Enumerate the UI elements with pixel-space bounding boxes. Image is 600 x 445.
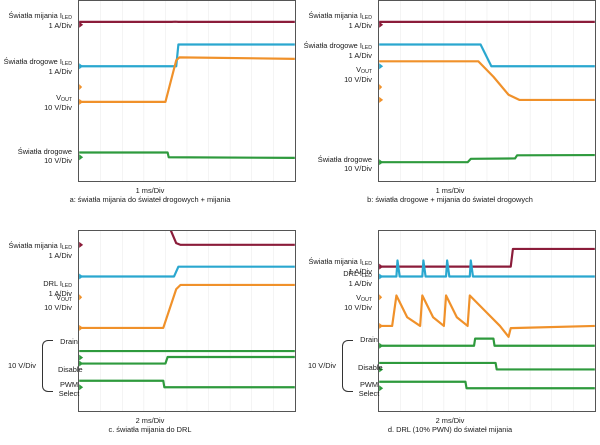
channel-subscript: OUT [361,69,372,75]
channel-marker [79,274,83,280]
scope-screen [78,230,296,412]
group-scale-label: 10 V/Div [8,361,36,370]
channel-marker [79,63,83,69]
group-scale-label: 10 V/Div [308,361,336,370]
channel-marker [79,355,83,361]
channel-scale: 10 V/Div [44,304,72,313]
channel-subscript: LED [62,15,72,21]
timebase-label: 1 ms/Div [0,186,300,195]
channel-subscript: LED [62,245,72,251]
channel-marker [379,274,383,280]
timebase-label: 2 ms/Div [300,416,600,425]
waveform-plot [379,231,595,411]
channel-name: Światła mijania ILED [309,12,373,22]
channel-scale: 1 A/Div [4,68,72,77]
channel-subscript: OUT [61,97,72,103]
channel-subscript: OUT [61,297,72,303]
channel-subscript: LED [362,45,372,51]
channel-name: Światła mijania ILED [9,242,73,252]
scope-screen [378,230,596,412]
channel-label: Disable [358,364,380,372]
channel-marker [79,99,83,105]
trigger-marker [379,294,382,300]
channel-scale: 10 V/Div [44,104,72,113]
channel-marker [79,242,83,248]
channel-scale: 1 A/Div [304,52,372,61]
trigger-marker [379,84,382,90]
channel-marker [79,154,83,160]
channel-marker [379,264,383,270]
channel-scale: 10 V/Div [344,304,372,313]
caption-text: c. światła mijania do DRL [0,425,300,434]
waveform-plot [79,231,295,411]
timebase-label: 1 ms/Div [300,186,600,195]
trigger-marker [79,294,82,300]
scope-screen [378,0,596,182]
channel-marker [379,97,383,103]
channel-subscript: LED [362,261,372,267]
channel-subscript: LED [362,273,372,279]
channel-label: Drain [58,338,80,346]
timebase-label: 2 ms/Div [0,416,300,425]
channel-marker [379,323,383,329]
trigger-marker [79,84,82,90]
channel-subscript: OUT [361,297,372,303]
scope-screen [78,0,296,182]
waveform-plot [379,1,595,181]
channel-scale: 10 V/Div [18,157,72,166]
channel-marker [379,159,383,165]
channel-scale: 1 A/Div [309,22,373,31]
channel-label: Drain [358,336,380,344]
channel-name: Światła mijania ILED [309,258,373,268]
channel-scale: 1 A/Div [9,22,73,31]
channel-scale: 1 A/Div [343,280,372,289]
channel-name: Światła drogowe ILED [4,58,72,68]
channel-subscript: LED [62,61,72,67]
channel-scale: 10 V/Div [344,76,372,85]
channel-group-brace [42,340,53,392]
channel-subscript: LED [62,283,72,289]
channel-marker [79,325,83,331]
channel-scale: 1 A/Div [9,252,73,261]
waveform-plot [79,1,295,181]
caption-text: d. DRL (10% PWN) do świateł mijania [300,425,600,434]
channel-label: Disable [58,366,80,374]
caption-text: b: światła drogowe + mijania do świateł … [300,195,600,204]
channel-name: Światła drogowe ILED [304,42,372,52]
channel-scale: 10 V/Div [318,165,372,174]
channel-group-brace [342,340,353,392]
channel-marker [379,63,383,69]
channel-subscript: LED [362,15,372,21]
channel-name: Światła mijania ILED [9,12,73,22]
caption-text: a: światła mijania do świateł drogowych … [0,195,300,204]
